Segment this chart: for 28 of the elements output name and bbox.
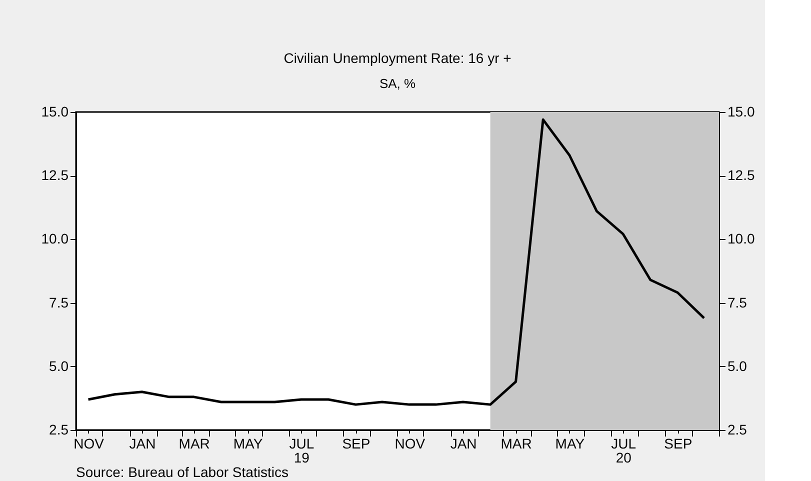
x-tick-label: MAY xyxy=(233,436,264,452)
source-note: Source: Bureau of Labor Statistics xyxy=(76,464,288,480)
x-tick-label: SEP xyxy=(664,436,692,452)
y2-tick-label: 2.5 xyxy=(728,422,748,438)
x-tick-label: NOV xyxy=(74,436,105,452)
y2-tick-label: 5.0 xyxy=(728,358,748,374)
x-tick-label: MAY xyxy=(555,436,586,452)
x-tick-label: SEP xyxy=(342,436,370,452)
x-tick-label: NOV xyxy=(394,436,426,452)
line-series xyxy=(87,118,706,406)
y2-tick-label: 15.0 xyxy=(728,104,755,120)
y2-tick-label: 12.5 xyxy=(728,167,755,184)
y-tick-label: 2.5 xyxy=(49,422,69,438)
x-tick-label: MAR xyxy=(178,436,210,452)
y2-tick-label: 7.5 xyxy=(728,294,748,310)
x-tick-label: MAR xyxy=(500,436,532,452)
chart-subtitle: SA, % xyxy=(379,76,416,91)
y-tick-label: 5.0 xyxy=(49,358,69,374)
x-tick-label: JAN xyxy=(450,436,477,452)
y-tick-label: 12.5 xyxy=(41,167,69,184)
y-tick-label: 15.0 xyxy=(41,104,69,120)
x-tick-label: JUL 19 xyxy=(289,436,314,466)
y-tick-label: 10.0 xyxy=(41,230,69,247)
y2-tick-label: 10.0 xyxy=(728,230,755,247)
x-tick-label: JUL 20 xyxy=(611,436,636,466)
x-tick-label: JAN xyxy=(129,436,156,452)
y-tick-label: 7.5 xyxy=(49,294,69,310)
chart-title: Civilian Unemployment Rate: 16 yr + xyxy=(284,50,512,66)
